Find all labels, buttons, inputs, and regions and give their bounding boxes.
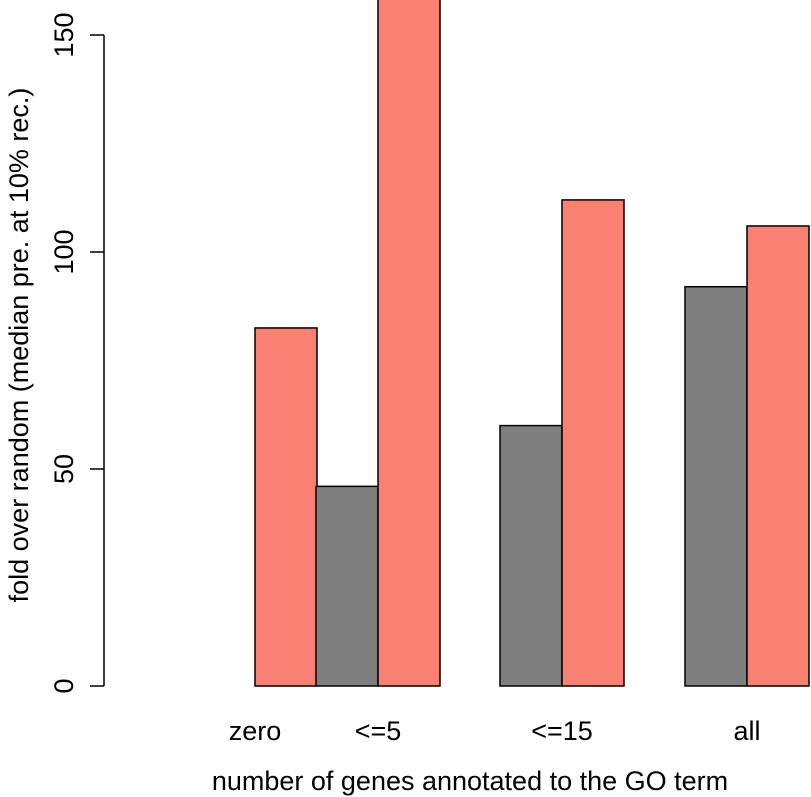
bars [254, 0, 810, 687]
x-tick-label: <=15 [531, 716, 593, 746]
y-axis-title: fold over random (median pre. at 10% rec… [4, 88, 34, 603]
bar-all-series-1 [684, 285, 748, 687]
x-tick-label: zero [229, 716, 282, 746]
x-tick-label: all [733, 716, 760, 746]
bar-<=5-series-2 [377, 0, 441, 687]
bar-<=15-series-2 [561, 199, 625, 687]
y-tick-label: 0 [49, 678, 79, 693]
x-tick-label: <=5 [355, 716, 402, 746]
bar-<=15-series-1 [499, 424, 563, 687]
x-axis-title: number of genes annotated to the GO term [212, 766, 728, 796]
bar-all-series-2 [746, 225, 810, 687]
y-tick-label: 50 [49, 454, 79, 484]
y-axis: 0 50 100 150 [49, 12, 105, 694]
x-tick-labels: zero <=5 <=15 all [229, 716, 761, 746]
bar-zero-series-2 [254, 327, 318, 687]
y-tick-label: 100 [49, 229, 79, 274]
bar-<=5-series-1 [315, 485, 379, 687]
y-tick-label: 150 [49, 12, 79, 57]
